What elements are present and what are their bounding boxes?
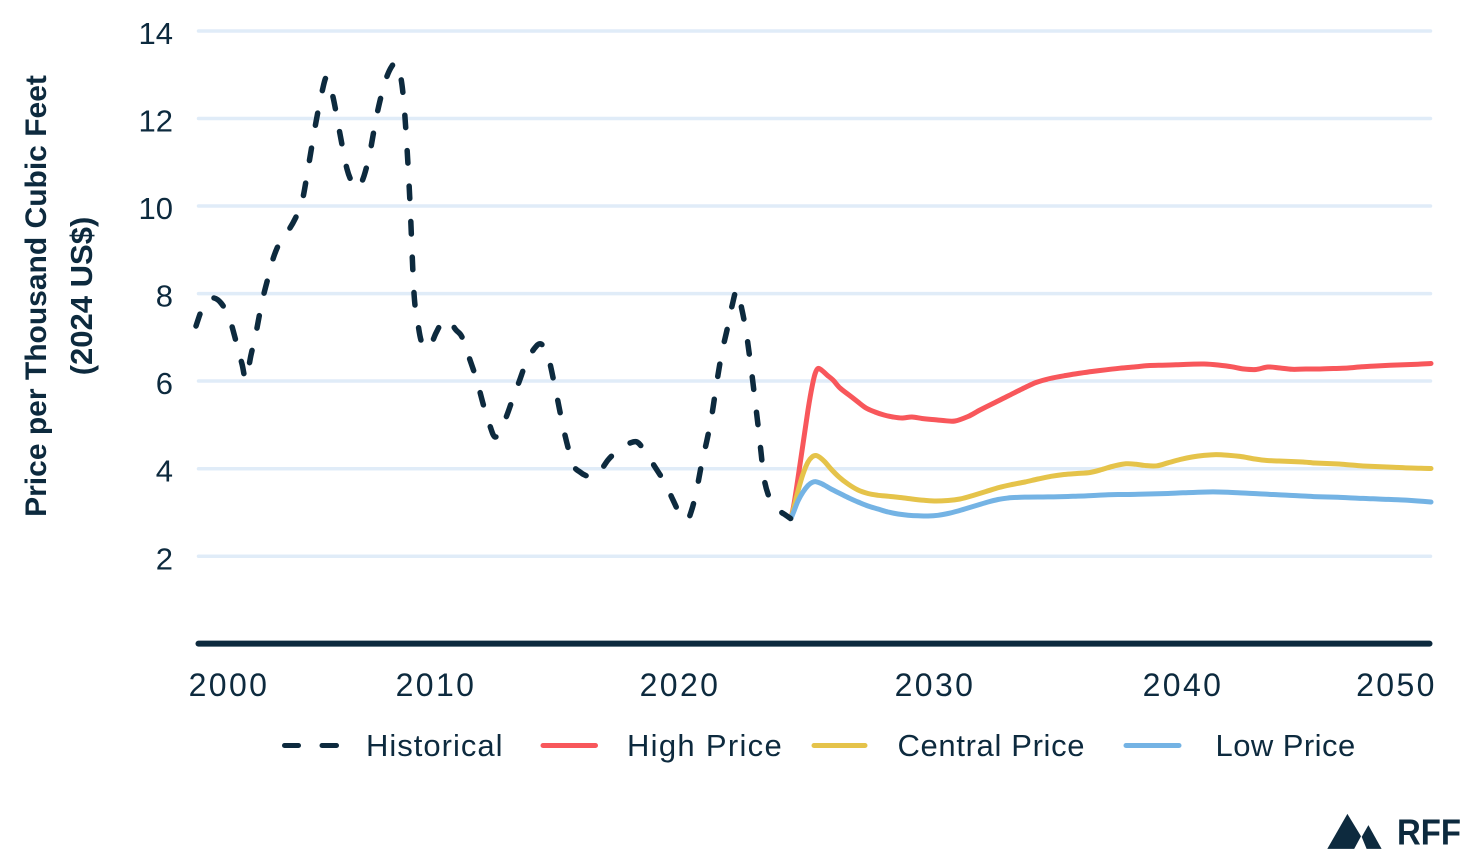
svg-text:2050: 2050 [1356, 667, 1437, 703]
svg-text:Low Price: Low Price [1216, 728, 1356, 763]
svg-text:(2024 US$): (2024 US$) [64, 217, 99, 376]
svg-text:12: 12 [139, 104, 173, 139]
svg-text:2010: 2010 [396, 667, 477, 703]
svg-text:2000: 2000 [189, 667, 270, 703]
svg-text:Central Price: Central Price [898, 728, 1086, 763]
svg-text:Historical: Historical [366, 728, 503, 763]
svg-text:Price per Thousand Cubic Feet: Price per Thousand Cubic Feet [20, 75, 53, 517]
svg-text:2040: 2040 [1143, 667, 1224, 703]
svg-text:RFF: RFF [1397, 812, 1461, 853]
svg-text:8: 8 [156, 279, 173, 314]
svg-text:10: 10 [139, 191, 173, 226]
svg-text:2030: 2030 [895, 667, 976, 703]
svg-text:14: 14 [139, 16, 173, 51]
svg-text:High Price: High Price [627, 728, 783, 763]
svg-text:6: 6 [156, 366, 173, 401]
svg-text:2: 2 [156, 541, 173, 576]
svg-text:4: 4 [156, 454, 173, 489]
svg-text:2020: 2020 [640, 667, 721, 703]
